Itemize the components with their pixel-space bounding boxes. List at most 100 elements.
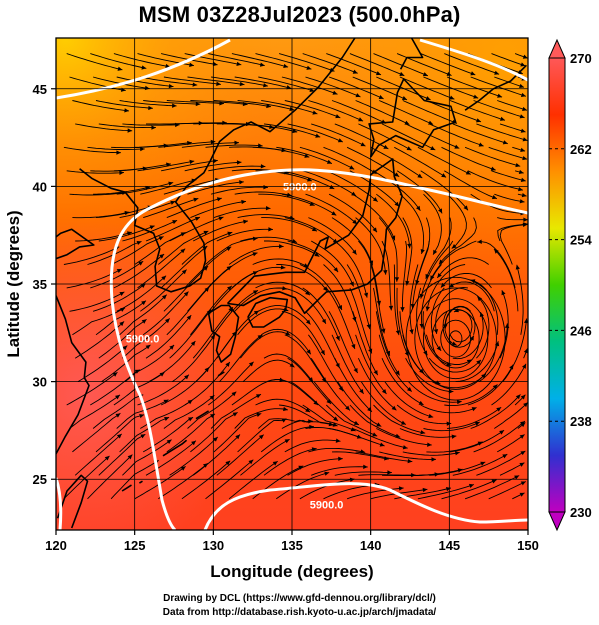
streamline-arrowhead <box>520 394 526 400</box>
streamline-arrowhead <box>141 65 147 70</box>
streamline-arrowhead <box>519 492 525 497</box>
streamline-arrowhead <box>405 280 410 286</box>
streamline <box>169 122 227 125</box>
streamline <box>181 460 231 500</box>
streamline <box>379 451 437 460</box>
streamline <box>134 142 192 148</box>
streamline-arrowhead <box>328 421 334 427</box>
streamline-arrowhead <box>292 239 298 244</box>
streamline-arrowhead <box>395 370 400 376</box>
streamline <box>66 170 124 174</box>
streamline-arrowhead <box>417 173 423 179</box>
streamline <box>440 272 492 289</box>
streamline-arrowhead <box>366 324 371 330</box>
streamline-arrowhead <box>469 335 474 341</box>
streamline-arrowhead <box>402 95 407 100</box>
streamline <box>464 475 520 500</box>
streamline-arrowhead <box>428 413 434 419</box>
streamline-arrowhead <box>433 329 439 334</box>
streamline-arrowhead <box>225 460 231 466</box>
streamline <box>240 236 298 243</box>
streamline-arrowhead <box>194 216 200 221</box>
streamline-arrowhead <box>239 180 244 185</box>
coastline-segment <box>207 304 240 363</box>
streamline-arrowhead <box>428 120 434 125</box>
streamline-arrowhead <box>476 359 481 365</box>
streamline <box>446 76 503 98</box>
coastline-segment <box>121 484 132 492</box>
streamline <box>95 300 147 336</box>
streamline <box>187 391 237 429</box>
streamline-arrowhead <box>252 290 258 295</box>
streamline <box>473 100 525 119</box>
streamline <box>143 100 201 105</box>
streamline <box>476 296 490 359</box>
streamline-arrowhead <box>148 105 153 111</box>
streamline <box>234 287 287 312</box>
streamline <box>258 418 313 429</box>
streamline-arrowhead <box>490 166 496 171</box>
streamline <box>375 311 400 376</box>
streamline-arrowhead <box>124 108 129 113</box>
streamline-arrowhead <box>164 416 170 422</box>
x-tick-label: 150 <box>517 538 539 553</box>
streamline <box>166 100 225 105</box>
streamline-arrowhead <box>332 90 338 95</box>
streamline-arrowhead <box>388 305 394 311</box>
streamline <box>429 240 477 281</box>
streamline <box>455 341 499 383</box>
streamline-arrowhead <box>349 165 355 170</box>
streamline-arrowhead <box>170 200 176 205</box>
streamline-arrowhead <box>181 269 187 275</box>
streamline <box>74 433 123 476</box>
streamline <box>496 434 525 453</box>
streamline-arrowhead <box>321 318 326 324</box>
streamline-arrowhead <box>256 412 262 417</box>
streamline-arrowhead <box>312 110 318 115</box>
streamline-arrowhead <box>359 388 364 394</box>
streamline <box>379 100 434 125</box>
streamline-arrowhead <box>151 125 156 130</box>
streamline <box>279 404 334 426</box>
streamline <box>420 53 476 76</box>
streamline-arrowhead <box>502 140 508 145</box>
streamline <box>219 334 263 382</box>
streamline <box>161 159 218 172</box>
streamline-arrowhead <box>180 466 186 471</box>
vortex-streamline <box>414 287 497 390</box>
streamline <box>302 53 358 74</box>
streamline <box>276 472 330 500</box>
streamline <box>287 123 344 143</box>
streamline <box>302 170 357 197</box>
streamline-arrowhead <box>438 208 443 214</box>
streamline <box>452 453 508 476</box>
streamline-arrowhead <box>119 170 124 175</box>
streamline <box>491 53 526 67</box>
streamline-arrowhead <box>522 106 527 111</box>
streamline <box>381 123 436 151</box>
y-tick-label: 25 <box>33 472 47 487</box>
streamline <box>140 269 187 312</box>
coastline-segment <box>217 371 225 377</box>
streamline-arrowhead <box>502 454 508 459</box>
streamline <box>211 76 268 87</box>
streamline-arrowhead <box>210 334 216 340</box>
contour-5900-sw <box>56 477 63 530</box>
x-tick-label: 135 <box>281 538 303 553</box>
streamline <box>491 170 526 182</box>
streamline-arrowhead <box>451 244 457 249</box>
streamline-arrowhead <box>335 362 340 368</box>
wind-streamlines <box>63 53 528 500</box>
streamline <box>396 404 452 425</box>
streamline-arrowhead <box>253 310 259 315</box>
streamline-arrowhead <box>521 363 527 369</box>
streamline-arrowhead <box>368 348 373 354</box>
streamline <box>181 231 233 265</box>
streamline-arrowhead <box>519 434 525 439</box>
streamline-arrowhead <box>521 193 527 198</box>
streamline <box>326 53 382 76</box>
streamline <box>255 53 312 70</box>
streamline <box>499 462 525 476</box>
streamline <box>98 318 147 359</box>
